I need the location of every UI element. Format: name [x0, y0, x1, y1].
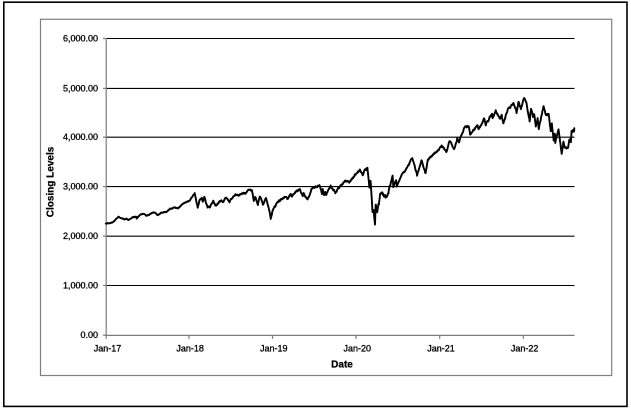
svg-text:4,000.00: 4,000.00	[63, 132, 98, 142]
svg-text:1,000.00: 1,000.00	[63, 280, 98, 290]
svg-text:Date: Date	[331, 360, 353, 371]
svg-text:Jan-18: Jan-18	[176, 344, 204, 354]
svg-text:3,000.00: 3,000.00	[63, 182, 98, 192]
svg-text:2,000.00: 2,000.00	[63, 231, 98, 241]
svg-text:Closing Levels: Closing Levels	[46, 146, 57, 217]
svg-text:0.00: 0.00	[80, 330, 98, 340]
svg-text:Jan-22: Jan-22	[511, 344, 539, 354]
svg-text:Jan-17: Jan-17	[94, 344, 122, 354]
svg-text:Jan-20: Jan-20	[344, 344, 372, 354]
svg-text:Jan-19: Jan-19	[260, 344, 288, 354]
svg-text:5,000.00: 5,000.00	[63, 83, 98, 93]
svg-text:6,000.00: 6,000.00	[63, 33, 98, 43]
svg-text:Jan-21: Jan-21	[427, 344, 455, 354]
